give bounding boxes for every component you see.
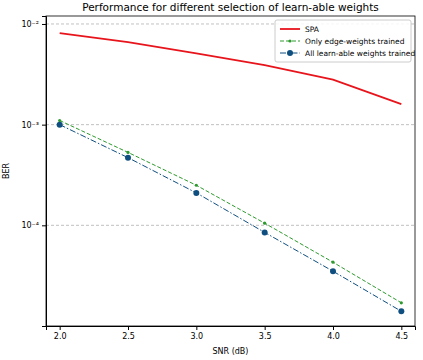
- plot: 2.0 2.5 3.0 3.5 4.0 4.5 10⁻⁴ 10⁻³ 10⁻² SPA Only ed…: [21, 16, 415, 341]
- marker: [330, 268, 336, 274]
- tick-mark: [265, 326, 266, 330]
- series-area: [57, 33, 405, 314]
- marker: [125, 155, 131, 161]
- y-axis-title: BER: [2, 163, 11, 180]
- marker: [262, 229, 268, 235]
- grid-line: [46, 124, 415, 125]
- legend-marker: [288, 39, 291, 42]
- marker: [126, 151, 129, 154]
- legend-swatch: [280, 28, 300, 30]
- series-line: [60, 125, 402, 312]
- tick-label: 2.5: [122, 332, 135, 341]
- marker: [398, 308, 404, 314]
- marker: [331, 261, 334, 264]
- tick: 2.0: [54, 326, 67, 341]
- tick-label: 10⁻⁴: [21, 221, 39, 230]
- tick: 3.5: [259, 326, 272, 341]
- legend-label: Only edge-weights trained: [305, 37, 405, 46]
- tick-label: 2.0: [54, 332, 67, 341]
- marker: [263, 222, 266, 225]
- tick-label: 10⁻³: [21, 121, 39, 130]
- tick-mark: [42, 125, 46, 126]
- tick: 4.5: [395, 326, 408, 341]
- tick-mark: [196, 326, 197, 330]
- tick-mark: [128, 326, 129, 330]
- tick: 10⁻³: [21, 121, 46, 130]
- tick: 2.5: [122, 326, 135, 341]
- tick-mark: [42, 225, 46, 226]
- grid-line: [46, 225, 415, 226]
- legend-label: SPA: [305, 25, 320, 34]
- marker: [400, 301, 403, 304]
- axis-line: [42, 17, 47, 327]
- tick-label: 4.0: [327, 332, 340, 341]
- tick-mark: [60, 326, 61, 330]
- tick-mark: [333, 326, 334, 330]
- tick-mark: [42, 24, 46, 25]
- series: [58, 119, 403, 305]
- title: Performance for different selection of l…: [82, 1, 379, 13]
- plot-frame: [46, 16, 415, 326]
- x-axis-title: SNR (dB): [213, 347, 249, 356]
- tick-label: 4.5: [395, 332, 408, 341]
- marker: [193, 190, 199, 196]
- tick: 3.0: [190, 326, 203, 341]
- tick-label: 3.5: [259, 332, 272, 341]
- grid: [46, 24, 415, 225]
- tick-label: 3.0: [190, 332, 203, 341]
- legend-marker: [287, 50, 293, 56]
- series-line: [60, 120, 402, 302]
- legend-label: All learn-able weights trained: [305, 49, 415, 58]
- axis-line: [47, 327, 416, 331]
- marker: [57, 122, 63, 128]
- series: [57, 122, 405, 315]
- chart: 2.0 2.5 3.0 3.5 4.0 4.5 10⁻⁴ 10⁻³ 10⁻² SPA Only ed…: [0, 0, 423, 360]
- tick: 10⁻²: [21, 20, 46, 29]
- y-axis: 10⁻⁴ 10⁻³ 10⁻²: [21, 17, 46, 327]
- x-axis: 2.0 2.5 3.0 3.5 4.0 4.5: [47, 326, 416, 341]
- legend: SPA Only edge-weights trained All learn-ab…: [275, 20, 415, 62]
- marker: [58, 119, 61, 122]
- marker: [195, 184, 198, 187]
- tick: 4.0: [327, 326, 340, 341]
- tick-mark: [401, 326, 402, 330]
- tick: 10⁻⁴: [21, 221, 46, 230]
- tick-label: 10⁻²: [21, 20, 39, 29]
